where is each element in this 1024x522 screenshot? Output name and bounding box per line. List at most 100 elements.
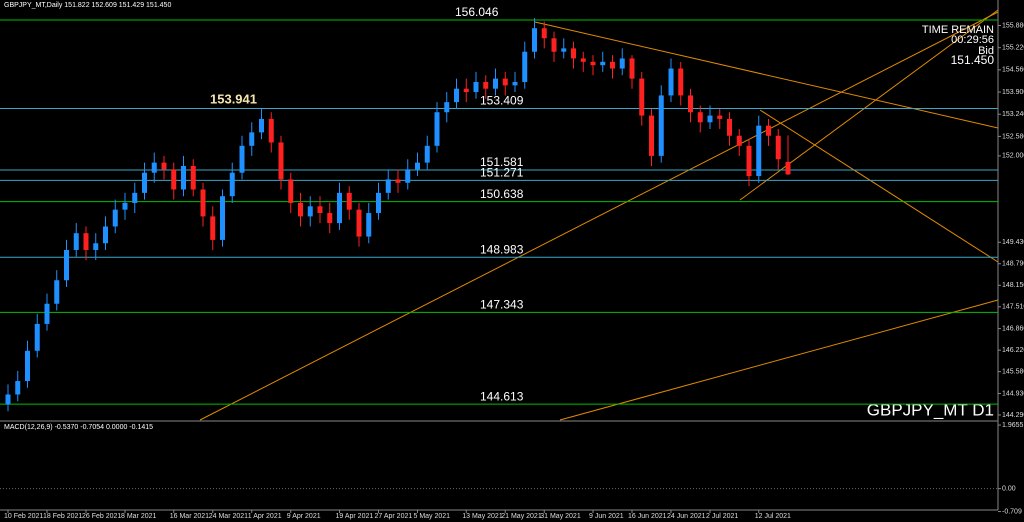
candle-body (366, 213, 372, 237)
candle-body (649, 115, 654, 156)
level-label: 144.613 (480, 389, 524, 403)
y-tick-label: -0.709 (1002, 508, 1022, 515)
candle-body (151, 162, 157, 173)
y-tick-label: 154.560 (1002, 67, 1024, 74)
annotation: 153.941 (210, 91, 257, 106)
candle-body (356, 209, 362, 237)
candle-body (454, 88, 459, 103)
candle-body (132, 192, 138, 203)
y-tick-label: 153.240 (1002, 111, 1024, 118)
candle-body (629, 58, 635, 79)
candle-body (229, 172, 235, 197)
candle-body (746, 145, 752, 177)
x-tick-label: 21 May 2021 (501, 513, 542, 520)
trendline (534, 21, 999, 129)
y-tick-label: 148.150 (1002, 282, 1024, 289)
candle-body (775, 135, 781, 160)
candle-body (317, 206, 323, 214)
timer-time: 00:29:56 (951, 34, 994, 46)
candle-body (580, 58, 586, 62)
candle-body (278, 142, 284, 180)
bid-value: 151.450 (951, 53, 995, 67)
candle-body (756, 125, 762, 177)
candle-body (64, 249, 69, 281)
candle-body (298, 202, 303, 217)
candle-body (307, 206, 313, 217)
candle-body (590, 61, 596, 66)
x-tick-label: 31 May 2021 (540, 513, 581, 520)
macd-label: MACD(12,26,9) -0.5370 -0.7054 0.0000 -0.… (4, 424, 153, 431)
candle-body (44, 303, 50, 324)
candle-body (415, 162, 420, 170)
candle-body (93, 243, 99, 250)
plot-bg (0, 0, 998, 522)
y-tick-label: 145.580 (1002, 368, 1024, 375)
x-tick-label: 24 Mar 2021 (209, 513, 248, 520)
candle-body (551, 38, 557, 52)
candle-body (736, 135, 742, 146)
y-tick-label: 144.930 (1002, 390, 1024, 397)
candle-body (639, 78, 645, 116)
x-tick-label: 24 Jun 2021 (667, 513, 706, 520)
x-tick-label: 27 Apr 2021 (375, 513, 413, 520)
y-tick-label: 146.220 (1002, 347, 1024, 354)
candle-body (766, 125, 771, 136)
y-tick-label: 155.880 (1002, 22, 1024, 29)
x-tick-label: 2 Jul 2021 (706, 513, 738, 520)
x-tick-label: 26 Feb 2021 (82, 513, 121, 520)
candle-body (532, 28, 537, 52)
candle-body (463, 88, 469, 93)
y-tick-label: 1.9655 (1002, 422, 1024, 429)
y-tick-label: 148.790 (1002, 261, 1024, 268)
candle-body (717, 115, 723, 119)
candle-body (122, 202, 128, 210)
candle-body (5, 394, 11, 405)
candle-body (83, 233, 89, 250)
y-tick-label: 147.510 (1002, 304, 1024, 311)
symbol-label: GBPJPY_MT D1 (867, 400, 994, 419)
x-tick-label: 10 Feb 2021 (4, 513, 43, 520)
candle-body (444, 102, 450, 113)
candle-body (259, 118, 264, 133)
trendline (199, 11, 999, 421)
candle-body (268, 118, 274, 143)
trendline (739, 9, 999, 201)
candle-body (190, 165, 196, 190)
candle-body (288, 179, 294, 203)
level-label: 150.638 (480, 187, 524, 201)
level-label: 147.343 (480, 298, 524, 312)
candle-body (571, 48, 576, 59)
candle-body (210, 216, 216, 240)
candle-body (483, 81, 489, 89)
x-tick-label: 16 Mar 2021 (170, 513, 209, 520)
candle-body (239, 145, 245, 173)
level-label: 148.983 (480, 242, 524, 256)
candle-body (561, 48, 567, 52)
candle-body (73, 233, 79, 250)
candle-body (220, 196, 225, 240)
candle-body (327, 213, 333, 224)
candle-body (785, 161, 791, 175)
candle-body (25, 350, 30, 382)
y-tick-label: 0.00 (1002, 485, 1016, 492)
candle-body (337, 192, 342, 224)
header: GBPJPY_MT,Daily 151.822 152.609 151.429 … (4, 2, 171, 9)
x-tick-label: 1 Apr 2021 (248, 513, 282, 520)
level-label: 151.581 (480, 155, 524, 169)
level-label: 151.271 (480, 166, 524, 180)
candle-body (405, 169, 411, 183)
candle-body (434, 112, 440, 146)
x-tick-label: 5 May 2021 (414, 513, 451, 520)
candle-body (619, 58, 625, 69)
x-tick-label: 18 Feb 2021 (43, 513, 82, 520)
candle-body (707, 115, 713, 123)
candle-body (424, 145, 430, 163)
x-tick-label: 9 Apr 2021 (287, 513, 321, 520)
candle-body (142, 172, 147, 193)
candle-body (668, 68, 674, 96)
y-tick-label: 152.580 (1002, 133, 1024, 140)
candle-body (54, 280, 60, 304)
y-tick-label: 155.220 (1002, 45, 1024, 52)
